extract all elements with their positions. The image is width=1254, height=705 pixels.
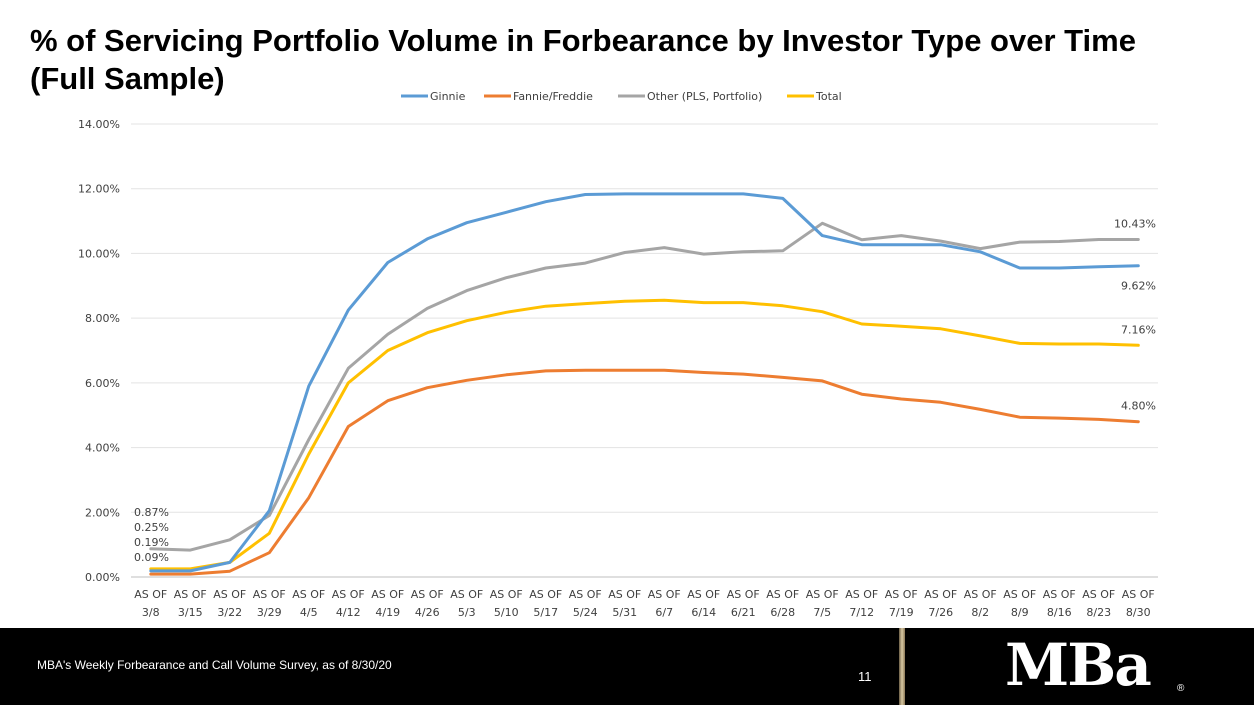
x-tick-label-date: 8/2 <box>971 606 989 619</box>
footer-bar: MBA's Weekly Forbearance and Call Volume… <box>0 628 1254 705</box>
x-tick-label-prefix: AS OF <box>766 588 799 601</box>
legend-label: Fannie/Freddie <box>513 90 593 103</box>
legend-label: Other (PLS, Portfolio) <box>647 90 762 103</box>
x-tick-label-date: 4/5 <box>300 606 318 619</box>
x-tick-label-prefix: AS OF <box>174 588 207 601</box>
data-label-start: 0.19% <box>134 536 169 549</box>
slide-title: % of Servicing Portfolio Volume in Forbe… <box>30 22 1230 98</box>
x-tick-label-date: 3/22 <box>217 606 242 619</box>
data-label-start: 0.87% <box>134 506 169 519</box>
x-tick-label-date: 3/8 <box>142 606 160 619</box>
chart-legend: Ginnie Fannie/Freddie Other (PLS, Portfoli… <box>401 90 842 103</box>
legend-label: Total <box>815 90 842 103</box>
page-number: 11 <box>858 669 872 684</box>
x-tick-label-date: 8/23 <box>1086 606 1111 619</box>
x-tick-label-date: 7/26 <box>928 606 953 619</box>
y-tick-label: 8.00% <box>85 312 120 325</box>
x-tick-label-prefix: AS OF <box>213 588 246 601</box>
x-tick-label-prefix: AS OF <box>1043 588 1076 601</box>
x-tick-label-date: 5/10 <box>494 606 519 619</box>
series-line-fannie-freddie <box>149 368 1140 576</box>
y-tick-label: 12.00% <box>78 183 120 196</box>
y-tick-label: 2.00% <box>85 506 120 519</box>
x-tick-label-prefix: AS OF <box>806 588 839 601</box>
mba-logo: MBa <box>1005 631 1152 699</box>
data-label-end: 4.80% <box>1121 400 1156 413</box>
y-tick-label: 0.00% <box>85 571 120 584</box>
forbearance-line-chart: 0.00% 2.00% 4.00% 6.00% 8.00% 10.00% 12.00% 14.… <box>78 90 1158 619</box>
data-labels: 0.87% 0.25% 0.19% 0.09% 10.43% 9.62% 7.16% 4.80… <box>134 218 1156 564</box>
x-tick-label-date: 6/28 <box>770 606 795 619</box>
series-line-total <box>149 298 1140 571</box>
x-tick-label-date: 3/29 <box>257 606 282 619</box>
x-tick-label-prefix: AS OF <box>1003 588 1036 601</box>
x-tick-label-date: 6/7 <box>655 606 673 619</box>
data-label-start: 0.09% <box>134 551 169 564</box>
x-tick-label-prefix: AS OF <box>450 588 483 601</box>
x-tick-label-prefix: AS OF <box>727 588 760 601</box>
x-tick-label-date: 7/5 <box>813 606 831 619</box>
data-label-end: 9.62% <box>1121 280 1156 293</box>
x-tick-label-date: 6/14 <box>691 606 716 619</box>
footer-divider <box>899 628 905 705</box>
x-tick-label-date: 3/15 <box>178 606 203 619</box>
x-tick-label-prefix: AS OF <box>885 588 918 601</box>
x-tick-label-prefix: AS OF <box>924 588 957 601</box>
legend-label: Ginnie <box>430 90 466 103</box>
x-axis-tick-labels: AS OF 3/8 AS OF 3/15 AS OF 3/22 AS OF 3/29 AS OF… <box>134 588 1155 619</box>
x-tick-label-prefix: AS OF <box>1122 588 1155 601</box>
x-tick-label-prefix: AS OF <box>134 588 167 601</box>
x-tick-label-date: 5/3 <box>458 606 476 619</box>
gridlines <box>131 123 1158 578</box>
x-tick-label-prefix: AS OF <box>529 588 562 601</box>
source-note: MBA's Weekly Forbearance and Call Volume… <box>37 658 392 672</box>
x-tick-label-date: 8/30 <box>1126 606 1151 619</box>
data-label-end: 7.16% <box>1121 323 1156 336</box>
y-axis-tick-labels: 0.00% 2.00% 4.00% 6.00% 8.00% 10.00% 12.00% 14.… <box>78 118 120 584</box>
series-line-other-pls-portfolio <box>149 221 1140 552</box>
y-tick-label: 14.00% <box>78 118 120 131</box>
registered-mark: ® <box>1177 683 1185 694</box>
x-tick-label-prefix: AS OF <box>371 588 404 601</box>
data-label-end: 10.43% <box>1114 218 1156 231</box>
x-tick-label-prefix: AS OF <box>332 588 365 601</box>
y-tick-label: 4.00% <box>85 442 120 455</box>
x-tick-label-prefix: AS OF <box>687 588 720 601</box>
series-line-ginnie <box>149 192 1140 573</box>
x-tick-label-prefix: AS OF <box>608 588 641 601</box>
series-lines <box>149 192 1140 576</box>
data-label-start: 0.25% <box>134 521 169 534</box>
x-tick-label-date: 8/16 <box>1047 606 1072 619</box>
x-tick-label-prefix: AS OF <box>253 588 286 601</box>
x-tick-label-date: 5/31 <box>612 606 637 619</box>
x-tick-label-prefix: AS OF <box>1082 588 1115 601</box>
x-tick-label-prefix: AS OF <box>569 588 602 601</box>
x-tick-label-date: 7/19 <box>889 606 914 619</box>
x-tick-label-prefix: AS OF <box>648 588 681 601</box>
x-tick-label-date: 5/24 <box>573 606 598 619</box>
x-tick-label-prefix: AS OF <box>490 588 523 601</box>
y-tick-label: 6.00% <box>85 377 120 390</box>
x-tick-label-date: 8/9 <box>1011 606 1029 619</box>
slide-title-line-2: (Full Sample) <box>30 61 225 96</box>
x-tick-label-date: 6/21 <box>731 606 756 619</box>
x-tick-label-date: 7/12 <box>849 606 874 619</box>
y-tick-label: 10.00% <box>78 247 120 260</box>
x-tick-label-date: 5/17 <box>533 606 558 619</box>
x-tick-label-date: 4/12 <box>336 606 361 619</box>
x-tick-label-date: 4/19 <box>375 606 400 619</box>
x-tick-label-date: 4/26 <box>415 606 440 619</box>
x-tick-label-prefix: AS OF <box>845 588 878 601</box>
x-tick-label-prefix: AS OF <box>964 588 997 601</box>
slide-title-line-1: % of Servicing Portfolio Volume in Forbe… <box>30 23 1136 58</box>
x-tick-label-prefix: AS OF <box>411 588 444 601</box>
x-tick-label-prefix: AS OF <box>292 588 325 601</box>
